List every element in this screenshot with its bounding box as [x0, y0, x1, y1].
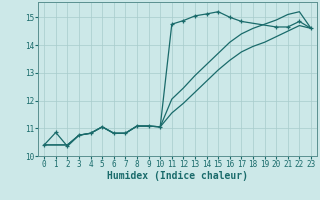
X-axis label: Humidex (Indice chaleur): Humidex (Indice chaleur): [107, 171, 248, 181]
